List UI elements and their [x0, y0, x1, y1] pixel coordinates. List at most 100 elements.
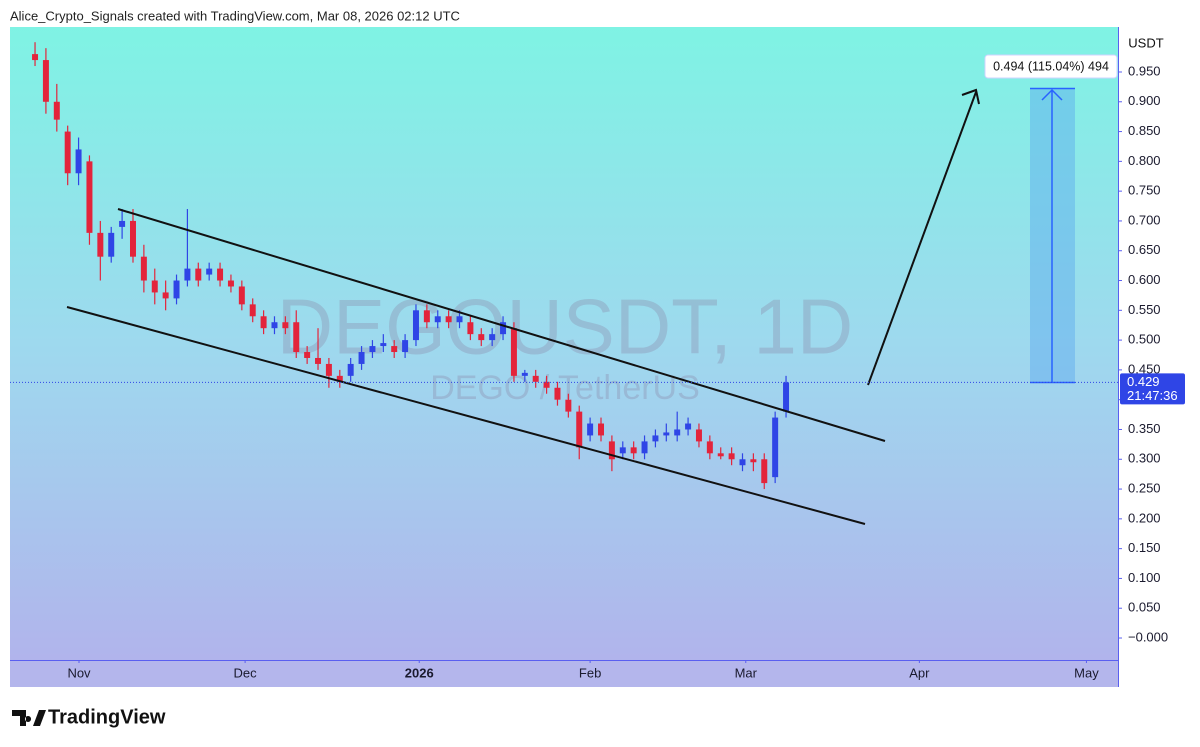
y-tick-label: 0.150: [1128, 540, 1161, 555]
candle-body: [576, 411, 583, 448]
candle-body: [728, 453, 735, 460]
candle-body: [554, 387, 561, 400]
time-axis-background: [10, 660, 1118, 687]
candle-body: [217, 268, 224, 281]
projection-arrow: [867, 91, 977, 386]
currency-label: USDT: [1128, 35, 1163, 50]
candle-body: [641, 441, 648, 454]
projection-arrow-head: [961, 88, 980, 105]
y-tick-label: 0.700: [1128, 212, 1161, 227]
candle-body: [336, 375, 343, 382]
candle-body: [412, 310, 419, 341]
candle-body: [772, 417, 779, 478]
candle-body: [315, 357, 322, 364]
x-tick-label: Feb: [579, 665, 601, 680]
candle-body: [238, 286, 245, 305]
x-tick-label: May: [1074, 665, 1099, 680]
candle-body: [608, 441, 615, 460]
last-price-tag: [1120, 373, 1185, 405]
candles: [32, 42, 790, 490]
x-tick-label: 2026: [405, 665, 434, 680]
y-tick-label: 0.500: [1128, 332, 1161, 347]
candle-body: [423, 310, 430, 323]
candle-body: [717, 453, 724, 457]
y-tick-label: 0.950: [1128, 63, 1161, 78]
candle-body: [304, 352, 311, 358]
target-label-box: [984, 54, 1118, 79]
currency-box: [1123, 32, 1169, 56]
candle-body: [119, 220, 126, 227]
candle-body: [380, 343, 387, 347]
candle-body: [565, 399, 572, 412]
candle-body: [445, 316, 452, 323]
candle-body: [685, 423, 692, 430]
candle-body: [456, 316, 463, 323]
last-price-label: 0.429: [1127, 374, 1160, 389]
candle-body: [184, 268, 191, 281]
candle-body: [97, 232, 104, 257]
brand: TradingView: [48, 706, 166, 728]
x-tick-label: Nov: [67, 665, 91, 680]
y-tick-label: 0.300: [1128, 451, 1161, 466]
candle-body: [53, 101, 60, 120]
candle-body: [271, 322, 278, 329]
candle-body: [227, 280, 234, 287]
y-tick-label: 0.800: [1128, 153, 1161, 168]
candle-body: [652, 435, 659, 442]
candle-body: [695, 429, 702, 442]
attribution: Alice_Crypto_Signals created with Tradin…: [10, 8, 460, 23]
y-tick-label: 0.050: [1128, 600, 1161, 615]
x-tick-label: Apr: [909, 665, 930, 680]
candle-body: [140, 256, 147, 281]
candle-body: [489, 334, 496, 341]
candle-body: [151, 280, 158, 293]
candle-body: [402, 340, 409, 353]
x-tick-label: Dec: [234, 665, 258, 680]
candle-body: [750, 459, 757, 463]
y-tick-label: 0.250: [1128, 480, 1161, 495]
candle-body: [75, 149, 82, 174]
y-tick-label: 0.450: [1128, 361, 1161, 376]
watermark-name: DEGO / TetherUS: [430, 369, 700, 407]
candle-body: [162, 292, 169, 299]
y-tick-label: −0.000: [1128, 629, 1168, 644]
y-tick-label: 0.600: [1128, 272, 1161, 287]
target-label: 0.494 (115.04%) 494: [993, 59, 1109, 73]
candle-body: [391, 346, 398, 353]
candle-body: [369, 346, 376, 353]
candle-body: [543, 381, 550, 388]
y-tick-label: 0.750: [1128, 183, 1161, 198]
candle-body: [249, 304, 256, 317]
candle-body: [129, 220, 136, 257]
target-arrow-head: [1041, 88, 1063, 101]
channel-upper-line: [117, 208, 886, 442]
x-tick-label: Mar: [735, 665, 758, 680]
candle-body: [86, 161, 93, 233]
candle-body: [619, 447, 626, 454]
candle-body: [32, 54, 39, 61]
candle-body: [347, 363, 354, 376]
candle-body: [108, 232, 115, 257]
channel-lower-line: [66, 306, 866, 525]
candle-body: [739, 459, 746, 466]
y-tick-label: 0.100: [1128, 570, 1161, 585]
candle-body: [173, 280, 180, 299]
y-tick-label: 0.650: [1128, 242, 1161, 257]
candle-body: [64, 131, 71, 174]
candle-body: [282, 322, 289, 329]
candle-body: [532, 375, 539, 382]
candle-body: [42, 60, 49, 102]
candle-body: [761, 459, 768, 484]
candle-body: [587, 423, 594, 436]
y-tick-label: 0.350: [1128, 421, 1161, 436]
candle-body: [195, 268, 202, 281]
candle-body: [674, 429, 681, 436]
candle-body: [260, 316, 267, 329]
candle-body: [598, 423, 604, 436]
candle-body: [521, 372, 528, 376]
candle-body: [206, 268, 213, 275]
candle-body: [663, 432, 670, 436]
y-tick-label: 0.850: [1128, 123, 1161, 138]
